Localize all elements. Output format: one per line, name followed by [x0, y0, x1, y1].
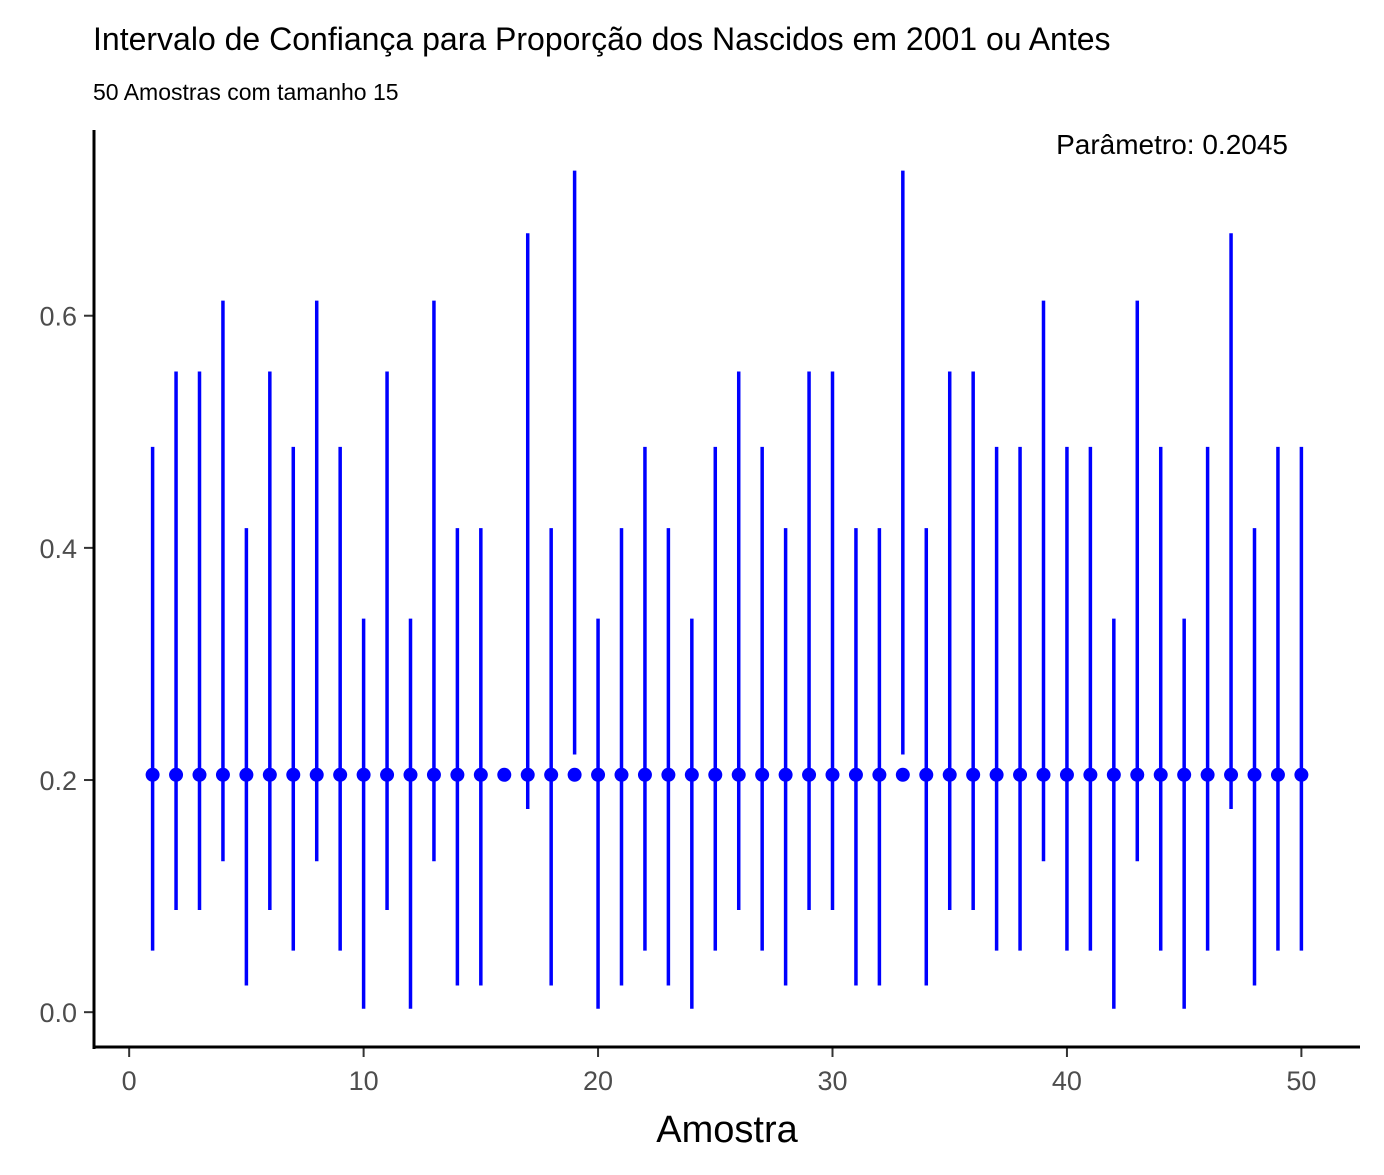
estimate-point — [473, 767, 488, 782]
estimate-point — [1224, 767, 1239, 782]
estimate-point — [1013, 767, 1028, 782]
estimate-point — [520, 767, 535, 782]
y-axis-ticks: 0.0 0.2 0.4 0.6 — [39, 302, 94, 1028]
estimate-point — [614, 767, 629, 782]
y-tick-label: 0.6 — [39, 302, 77, 332]
x-tick-label: 20 — [583, 1066, 613, 1096]
estimate-point — [825, 767, 840, 782]
estimate-point — [661, 767, 676, 782]
estimate-point — [1130, 767, 1145, 782]
x-axis-title: Amostra — [656, 1109, 798, 1151]
estimate-point — [1294, 767, 1309, 782]
estimate-point — [544, 767, 559, 782]
chart-subtitle: 50 Amostras com tamanho 15 — [93, 79, 399, 105]
estimate-point — [1153, 767, 1168, 782]
estimate-point — [684, 767, 699, 782]
x-tick-label: 10 — [349, 1066, 379, 1096]
estimate-point — [333, 767, 348, 782]
error-bars — [145, 170, 1309, 1009]
estimate-point — [1177, 767, 1192, 782]
estimate-point — [1106, 767, 1121, 782]
estimate-point — [215, 767, 230, 782]
y-tick-label: 0.0 — [39, 998, 77, 1028]
estimate-point — [380, 767, 395, 782]
estimate-point — [192, 767, 207, 782]
estimate-point — [1083, 767, 1098, 782]
estimate-point — [262, 767, 277, 782]
estimate-point — [426, 767, 441, 782]
estimate-point — [637, 767, 652, 782]
estimate-point — [309, 767, 324, 782]
estimate-point — [731, 767, 746, 782]
estimate-point — [450, 767, 465, 782]
estimate-point — [872, 767, 887, 782]
x-tick-label: 50 — [1286, 1066, 1316, 1096]
estimate-point — [239, 767, 254, 782]
estimate-point — [286, 767, 301, 782]
x-tick-label: 40 — [1052, 1066, 1082, 1096]
y-tick-label: 0.2 — [39, 766, 77, 796]
estimate-point — [145, 767, 160, 782]
estimate-point — [1200, 767, 1215, 782]
estimate-point — [802, 767, 817, 782]
estimate-point — [708, 767, 723, 782]
estimate-point — [919, 767, 934, 782]
estimate-point — [755, 767, 770, 782]
estimate-point — [966, 767, 981, 782]
estimate-point — [895, 767, 910, 782]
estimate-point — [942, 767, 957, 782]
estimate-point — [356, 767, 371, 782]
x-tick-label: 0 — [122, 1066, 137, 1096]
x-tick-label: 30 — [817, 1066, 847, 1096]
estimate-point — [497, 767, 512, 782]
estimate-point — [1059, 767, 1074, 782]
y-tick-label: 0.4 — [39, 534, 77, 564]
chart-title: Intervalo de Confiança para Proporção do… — [93, 21, 1111, 57]
parameter-annotation: Parâmetro: 0.2045 — [1056, 129, 1288, 160]
estimate-point — [591, 767, 606, 782]
x-axis-ticks: 0 10 20 30 40 50 — [122, 1047, 1316, 1096]
estimate-point — [1270, 767, 1285, 782]
estimate-point — [989, 767, 1004, 782]
estimate-point — [567, 767, 582, 782]
estimate-point — [848, 767, 863, 782]
estimate-point — [1036, 767, 1051, 782]
estimate-point — [778, 767, 793, 782]
estimate-point — [169, 767, 184, 782]
estimate-point — [403, 767, 418, 782]
estimate-point — [1247, 767, 1262, 782]
